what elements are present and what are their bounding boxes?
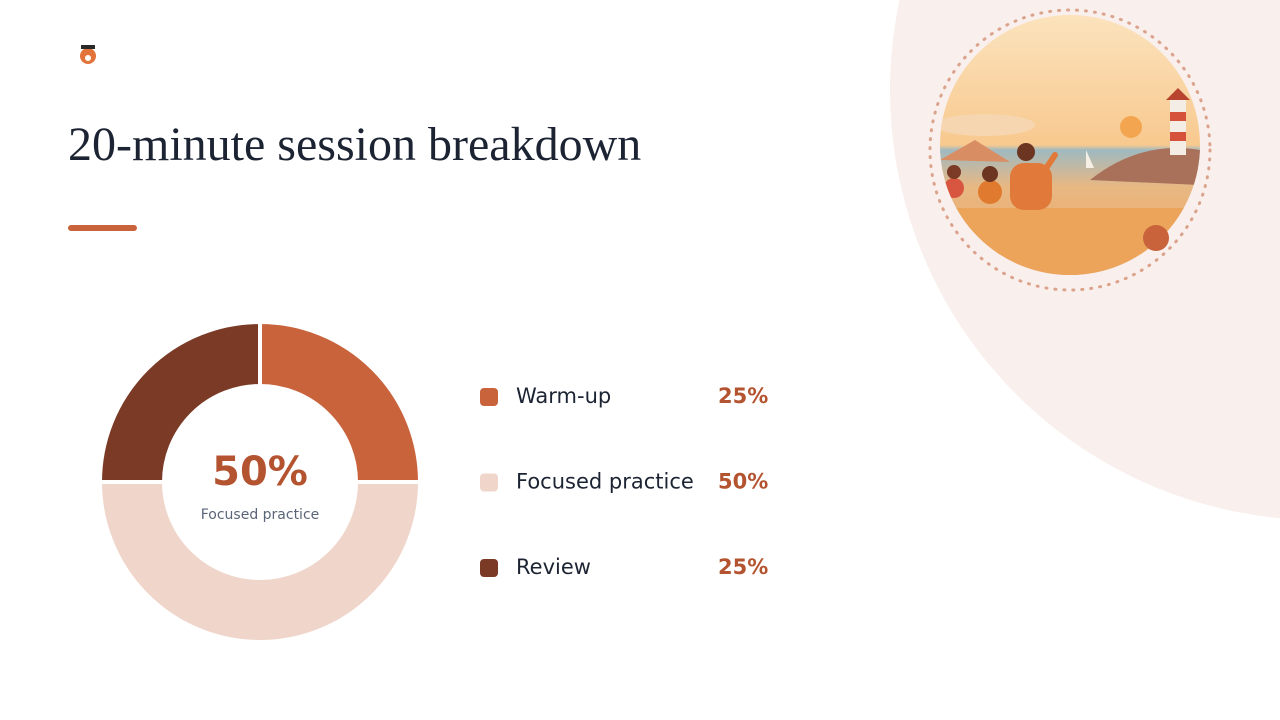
- legend-label: Warm-up: [516, 384, 611, 408]
- donut-segment: [97, 319, 262, 484]
- legend-value: 25%: [718, 555, 768, 579]
- dotted-ring: [928, 8, 1212, 292]
- legend-value: 25%: [718, 384, 768, 408]
- title-accent: [68, 225, 137, 231]
- legend-swatch: [480, 473, 498, 492]
- slide-title: 20-minute session breakdown: [68, 118, 641, 171]
- legend-label: Focused practice: [516, 470, 694, 494]
- legend-swatch: [480, 388, 498, 406]
- donut-chart: [97, 319, 423, 644]
- center-label: Focused practice: [201, 507, 320, 523]
- legend: Warm-up 25% Focused practice 50% Review 25%: [480, 384, 768, 579]
- legend-value: 50%: [718, 470, 768, 494]
- donut-segment: [258, 319, 423, 484]
- legend-label: Review: [516, 555, 591, 579]
- center-value: 50%: [212, 449, 308, 495]
- accent-dot: [1143, 225, 1169, 251]
- logo: [80, 45, 96, 64]
- donut-segment: [97, 480, 423, 644]
- legend-swatch: [480, 559, 498, 577]
